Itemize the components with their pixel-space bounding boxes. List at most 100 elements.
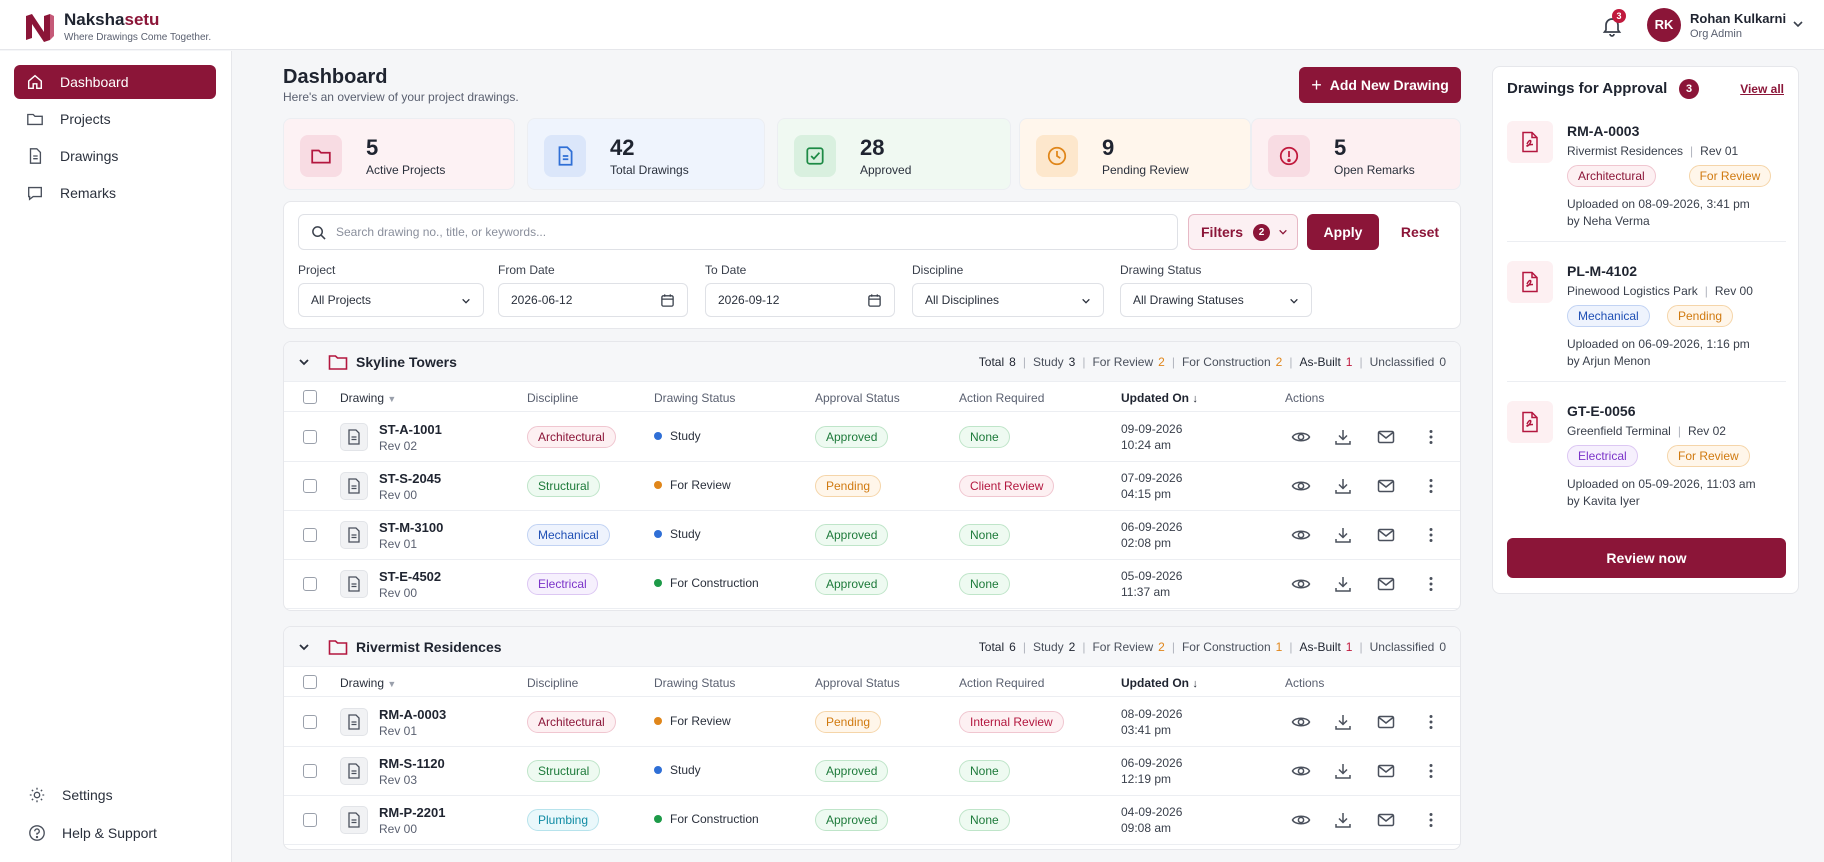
chevron-down-icon[interactable] — [298, 641, 310, 653]
col-drawing[interactable]: Drawing ▼ — [340, 676, 397, 690]
col-drawing[interactable]: Drawing ▼ — [340, 391, 397, 405]
folder-icon — [328, 640, 348, 655]
stat-card-open-remarks[interactable]: 5 Open Remarks — [1251, 118, 1461, 190]
select-all-checkbox[interactable] — [303, 675, 317, 689]
discipline-select[interactable]: All Disciplines — [912, 283, 1104, 317]
row-checkbox[interactable] — [303, 528, 317, 542]
avatar[interactable]: RK — [1647, 8, 1681, 42]
drawing-status-text: For Construction — [670, 812, 759, 826]
download-icon[interactable] — [1333, 712, 1353, 732]
mail-icon[interactable] — [1376, 427, 1396, 447]
row-checkbox[interactable] — [303, 715, 317, 729]
mail-icon[interactable] — [1376, 810, 1396, 830]
mail-icon[interactable] — [1376, 525, 1396, 545]
updated-date: 06-09-2026 — [1121, 520, 1183, 534]
stat-card-total-drawings[interactable]: 42 Total Drawings — [527, 118, 765, 190]
stat-card-active-projects[interactable]: 5 Active Projects — [283, 118, 515, 190]
approval-item[interactable]: GT-E-0056 Greenfield Terminal | Rev 02 Elect… — [1507, 401, 1786, 521]
reset-button[interactable]: Reset — [1400, 224, 1440, 240]
sidebar-item-settings[interactable]: Settings — [18, 780, 220, 810]
brand[interactable]: Nakshasetu Where Drawings Come Together. — [24, 10, 211, 43]
more-options-icon[interactable] — [1421, 476, 1441, 496]
drawing-number[interactable]: RM-P-2201 — [379, 805, 446, 820]
drawing-number[interactable]: ST-E-4502 — [379, 569, 442, 584]
search-input[interactable]: Search drawing no., title, or keywords..… — [298, 214, 1178, 250]
more-options-icon[interactable] — [1421, 427, 1441, 447]
drawing-number[interactable]: RM-A-0003 — [379, 707, 447, 722]
download-icon[interactable] — [1333, 810, 1353, 830]
to-date-input[interactable]: 2026-09-12 — [705, 283, 895, 317]
user-name[interactable]: Rohan Kulkarni — [1690, 11, 1787, 26]
updated-time: 10:24 am — [1121, 438, 1172, 452]
mail-icon[interactable] — [1376, 761, 1396, 781]
download-icon[interactable] — [1333, 427, 1353, 447]
action-required-badge: None — [959, 524, 1010, 546]
eye-icon[interactable] — [1291, 525, 1311, 545]
row-checkbox[interactable] — [303, 813, 317, 827]
approval-drawing-number[interactable]: PL-M-4102 — [1567, 263, 1638, 279]
summary-construction-value: 2 — [1275, 355, 1283, 369]
stat-card-pending-review[interactable]: 9 Pending Review — [1019, 118, 1251, 190]
eye-icon[interactable] — [1291, 476, 1311, 496]
row-checkbox[interactable] — [303, 479, 317, 493]
status-select[interactable]: All Drawing Statuses — [1120, 283, 1312, 317]
stat-card-approved[interactable]: 28 Approved — [777, 118, 1011, 190]
document-icon — [340, 708, 368, 736]
summary-construction-label: For Construction — [1181, 640, 1271, 654]
download-icon[interactable] — [1333, 574, 1353, 594]
drawing-revision: Rev 00 — [379, 586, 418, 600]
eye-icon[interactable] — [1291, 810, 1311, 830]
eye-icon[interactable] — [1291, 712, 1311, 732]
calendar-icon[interactable] — [867, 293, 882, 308]
download-icon[interactable] — [1333, 476, 1353, 496]
mail-icon[interactable] — [1376, 574, 1396, 594]
more-options-icon[interactable] — [1421, 525, 1441, 545]
row-checkbox[interactable] — [303, 430, 317, 444]
select-all-checkbox[interactable] — [303, 390, 317, 404]
mail-icon[interactable] — [1376, 712, 1396, 732]
drawing-number[interactable]: ST-S-2045 — [379, 471, 442, 486]
approval-drawing-number[interactable]: GT-E-0056 — [1567, 403, 1636, 419]
row-checkbox[interactable] — [303, 764, 317, 778]
chevron-down-icon[interactable] — [298, 356, 310, 368]
eye-icon[interactable] — [1291, 427, 1311, 447]
col-discipline: Discipline — [527, 391, 579, 405]
eye-icon[interactable] — [1291, 761, 1311, 781]
drawing-number[interactable]: RM-S-1120 — [379, 756, 445, 771]
col-updated-on[interactable]: Updated On ↓ — [1121, 676, 1198, 690]
approval-drawing-number[interactable]: RM-A-0003 — [1567, 123, 1640, 139]
sidebar-item-help[interactable]: Help & Support — [18, 818, 220, 848]
review-now-button[interactable]: Review now — [1507, 538, 1786, 578]
more-options-icon[interactable] — [1421, 574, 1441, 594]
mail-icon[interactable] — [1376, 476, 1396, 496]
row-checkbox[interactable] — [303, 577, 317, 591]
group-header[interactable]: Skyline Towers Total 8 | Study 3 | For Revie… — [284, 342, 1460, 382]
add-new-drawing-button[interactable]: + Add New Drawing — [1299, 67, 1461, 103]
eye-icon[interactable] — [1291, 574, 1311, 594]
download-icon[interactable] — [1333, 761, 1353, 781]
col-updated-on[interactable]: Updated On ↓ — [1121, 391, 1198, 405]
sidebar-item-dashboard[interactable]: Dashboard — [14, 65, 216, 99]
more-options-icon[interactable] — [1421, 761, 1441, 781]
more-options-icon[interactable] — [1421, 810, 1441, 830]
approval-item[interactable]: RM-A-0003 Rivermist Residences | Rev 01 Arch… — [1507, 121, 1786, 241]
drawing-number[interactable]: ST-A-1001 — [379, 422, 442, 437]
sidebar-item-remarks[interactable]: Remarks — [14, 176, 216, 210]
sidebar-item-projects[interactable]: Projects — [14, 102, 216, 136]
download-icon[interactable] — [1333, 525, 1353, 545]
sidebar-item-label: Settings — [62, 787, 113, 803]
from-date-input[interactable]: 2026-06-12 — [498, 283, 688, 317]
approval-project-name: Pinewood Logistics Park — [1567, 284, 1698, 298]
drawing-number[interactable]: ST-M-3100 — [379, 520, 444, 535]
apply-button[interactable]: Apply — [1307, 214, 1379, 250]
project-select[interactable]: All Projects — [298, 283, 484, 317]
updated-time: 02:08 pm — [1121, 536, 1172, 550]
sidebar-item-drawings[interactable]: Drawings — [14, 139, 216, 173]
group-header[interactable]: Rivermist Residences Total 6 | Study 2 | For… — [284, 627, 1460, 667]
chevron-down-icon[interactable] — [1792, 18, 1804, 30]
filters-button[interactable]: Filters 2 — [1188, 214, 1298, 250]
view-all-link[interactable]: View all — [1740, 82, 1784, 96]
calendar-icon[interactable] — [660, 293, 675, 308]
approval-item[interactable]: PL-M-4102 Pinewood Logistics Park | Rev 00 M… — [1507, 261, 1786, 381]
more-options-icon[interactable] — [1421, 712, 1441, 732]
